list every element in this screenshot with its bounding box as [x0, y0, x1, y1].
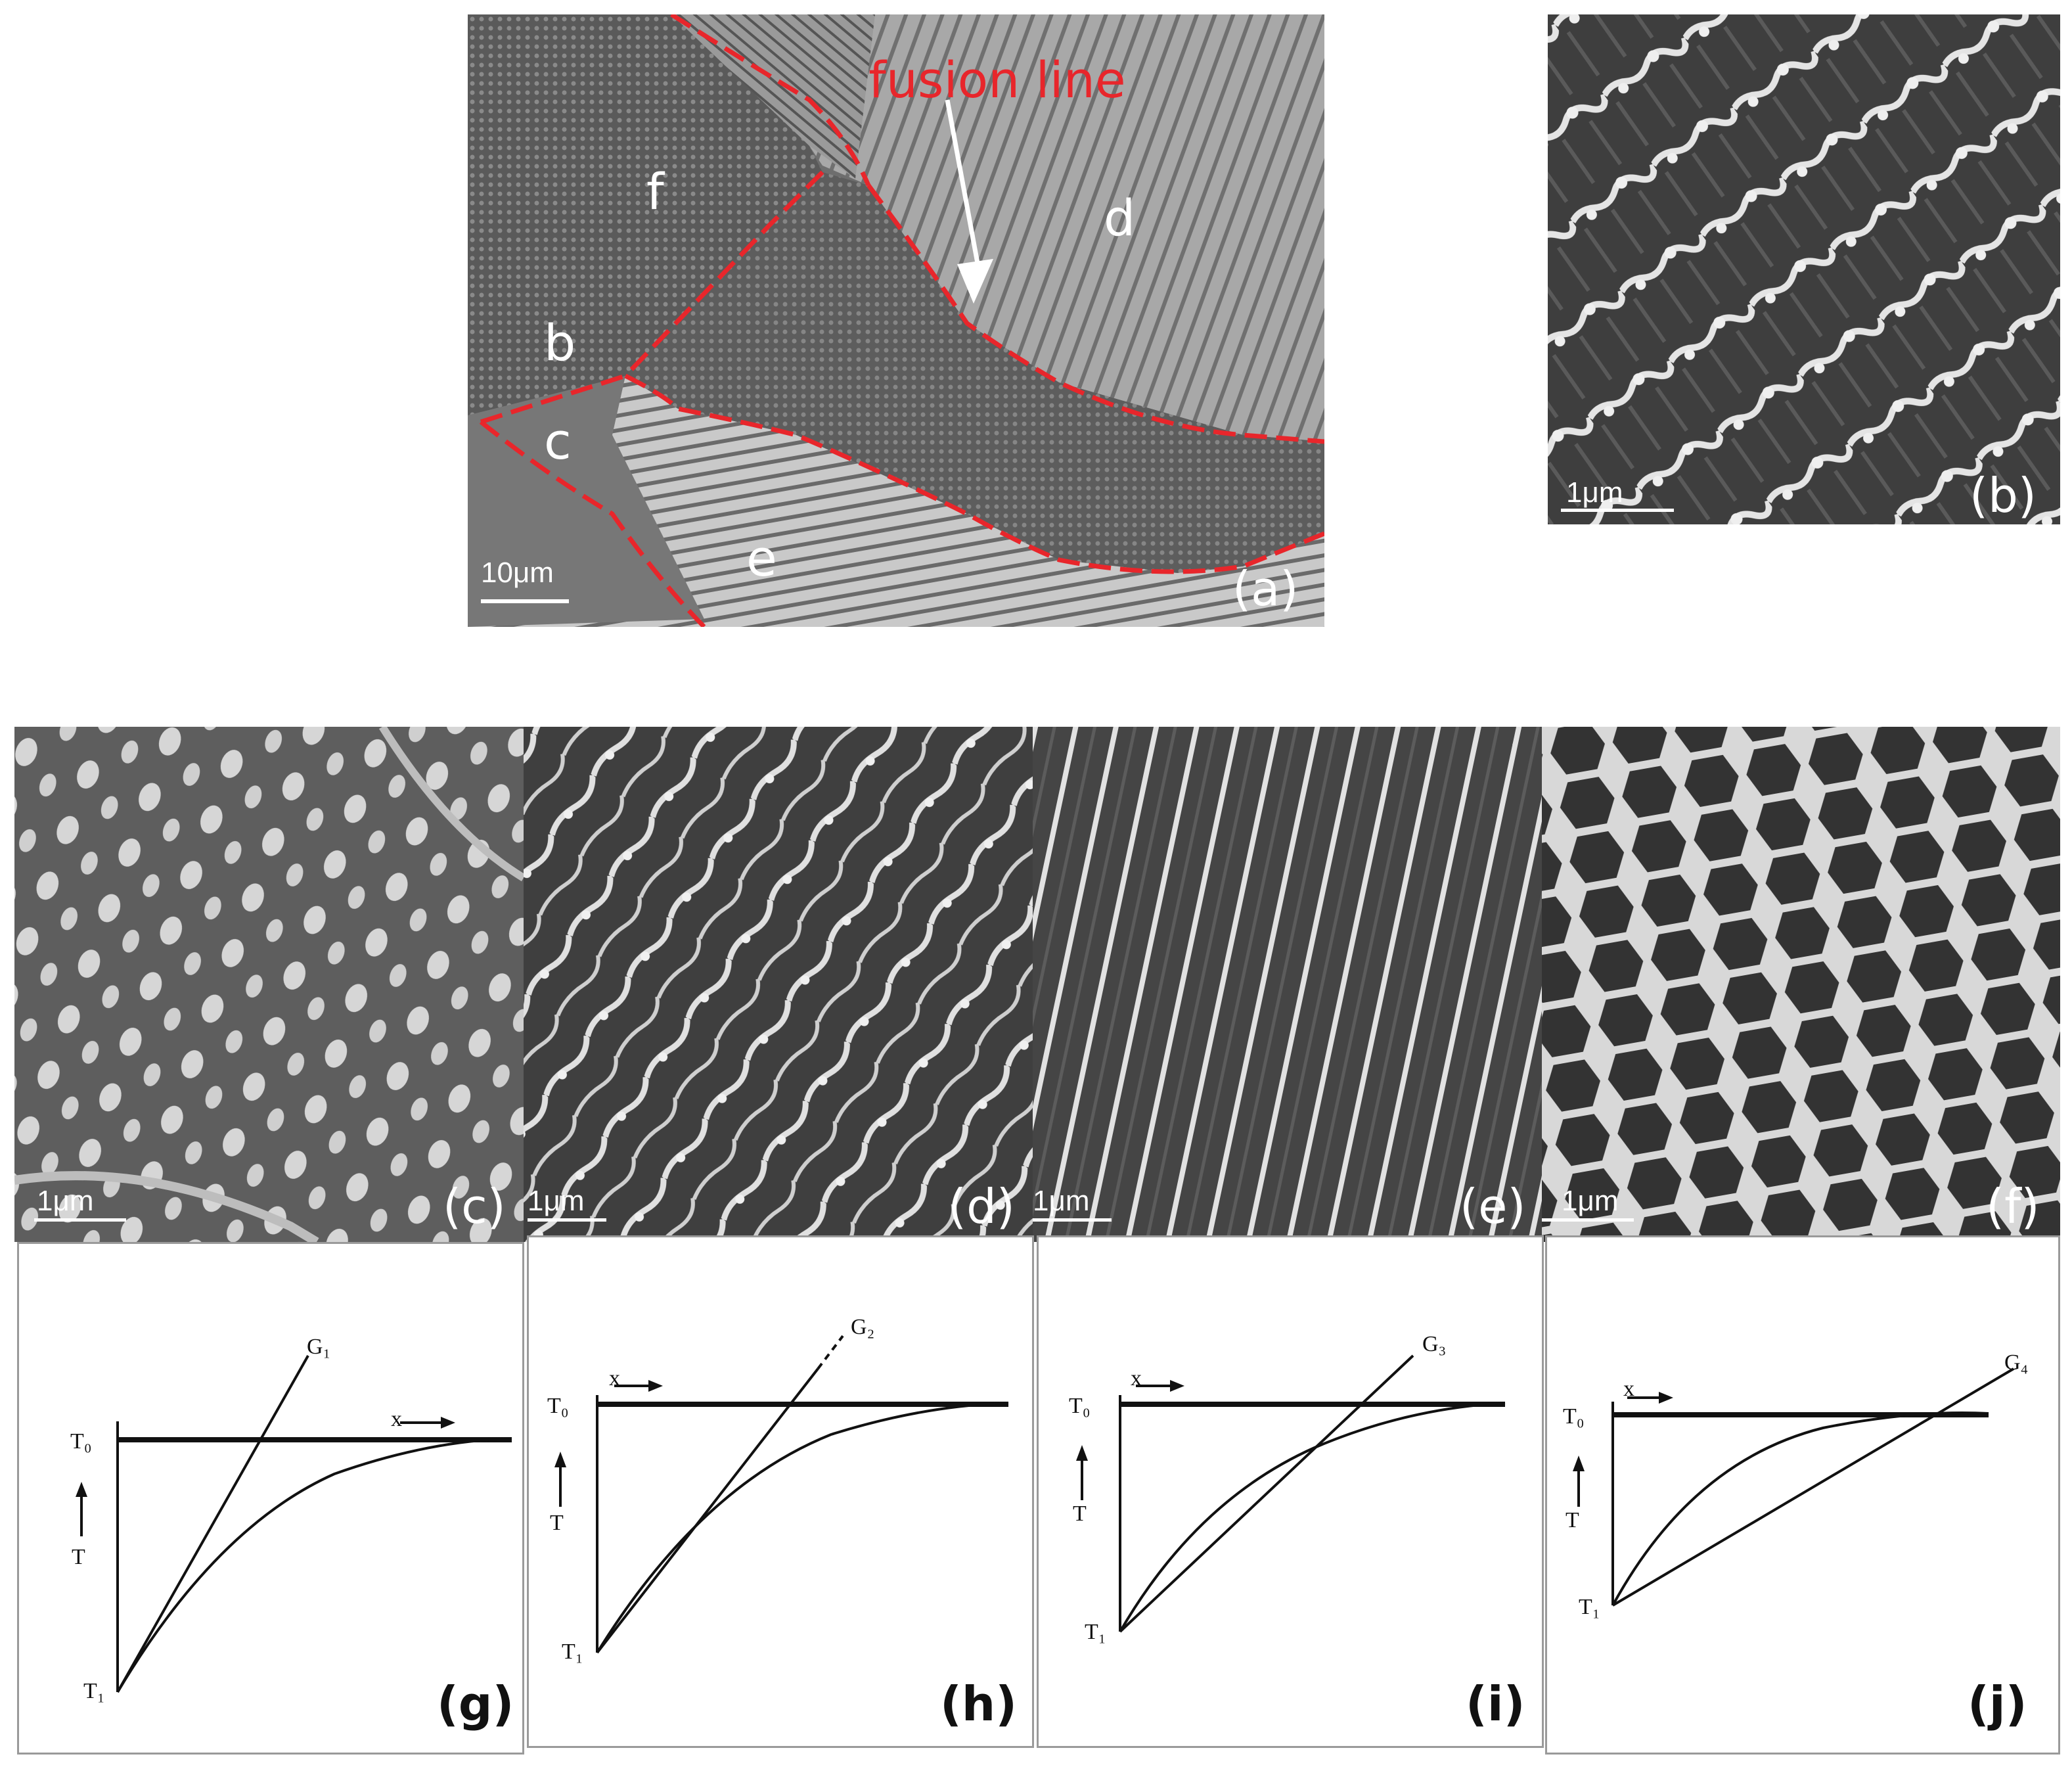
- region-c-label: c: [544, 412, 572, 470]
- panel-label-f: (f): [1986, 1179, 2040, 1234]
- fusion-boundaries: [479, 14, 1324, 627]
- diagram-g: G₁ T₀ T T₁ x (g): [17, 1242, 524, 1755]
- t0-label-j: T₀: [1563, 1404, 1585, 1429]
- x-label-i: x: [1131, 1366, 1142, 1390]
- region-d-label: d: [1104, 189, 1136, 247]
- scale-label-c: 1μm: [37, 1185, 94, 1217]
- micrograph-b: 1μm (b): [1548, 14, 2060, 524]
- diagram-i: G₃ T₀ T T₁ x (i): [1037, 1235, 1544, 1748]
- micrograph-e-texture: [1033, 727, 1542, 1242]
- diagram-i-plot: [1076, 1354, 1506, 1633]
- grad-label-j: G₄: [2004, 1350, 2029, 1375]
- panel-label-j: (j): [1968, 1676, 2027, 1732]
- grad-label-h: G₂: [851, 1315, 875, 1339]
- panel-label-e: (e): [1460, 1179, 1526, 1234]
- region-f-label: f: [646, 162, 664, 221]
- temperature-curve: [1611, 1411, 1989, 1606]
- t1-label-i: T₁: [1085, 1620, 1106, 1644]
- panel-label-c: (c): [443, 1179, 506, 1234]
- x-label-g: x: [391, 1407, 402, 1431]
- t0-label-h: T₀: [547, 1394, 569, 1418]
- micrograph-a: fusion line f b c d e 10μm (a): [468, 14, 1324, 627]
- t-label-g: T: [72, 1545, 85, 1569]
- t0-label-g: T₀: [70, 1429, 92, 1454]
- micrograph-c-texture: [14, 727, 524, 1242]
- panel-label-i: (i): [1466, 1676, 1525, 1732]
- panel-label-a: (a): [1232, 561, 1299, 616]
- scale-label-a: 10μm: [481, 557, 554, 589]
- diagram-j: G₄ T₀ T T₁ x (j): [1545, 1235, 2060, 1755]
- scale-bar-c: [34, 1218, 126, 1222]
- micrograph-f: 1μm (f): [1542, 727, 2060, 1242]
- diagram-h-plot: [554, 1335, 1009, 1654]
- diagram-h: G₂ T₀ T T₁ x (h): [527, 1235, 1034, 1748]
- scale-label-e: 1μm: [1033, 1185, 1090, 1217]
- t-label-h: T: [550, 1511, 564, 1535]
- micrograph-b-texture: [1548, 14, 2060, 524]
- scale-bar-d: [528, 1218, 606, 1222]
- t0-label-i: T₀: [1069, 1394, 1091, 1418]
- t1-label-j: T₁: [1579, 1595, 1600, 1619]
- arrow-icon: [945, 99, 993, 304]
- panel-label-h: (h): [940, 1676, 1018, 1732]
- scale-bar-b: [1561, 509, 1674, 512]
- temperature-curve: [596, 1402, 1009, 1654]
- t1-label-g: T₁: [83, 1679, 105, 1703]
- gradient-line: [116, 1355, 309, 1693]
- scale-bar-a: [481, 599, 569, 603]
- diagram-j-plot: [1573, 1367, 2015, 1607]
- panel-label-g: (g): [437, 1676, 514, 1732]
- x-label-j: x: [1623, 1377, 1634, 1401]
- micrograph-e: 1μm (e): [1033, 727, 1542, 1242]
- micrograph-a-texture: [468, 14, 1324, 627]
- scale-label-b: 1μm: [1566, 476, 1623, 509]
- region-b-label: b: [544, 313, 576, 372]
- gradient-line: [1119, 1354, 1414, 1633]
- scale-bar-e: [1033, 1218, 1112, 1222]
- diagram-g-plot: [76, 1355, 512, 1693]
- panel-label-d: (d): [948, 1179, 1015, 1234]
- region-e-label: e: [746, 529, 777, 587]
- t1-label-h: T₁: [562, 1640, 583, 1664]
- grad-label-i: G₃: [1422, 1332, 1447, 1356]
- x-label-h: x: [609, 1366, 620, 1390]
- micrograph-c: 1μm (c): [14, 727, 524, 1242]
- micrograph-d-texture: [524, 727, 1033, 1242]
- panel-label-b: (b): [1970, 468, 2037, 523]
- micrograph-d: 1μm (d): [524, 727, 1033, 1242]
- temperature-curve: [1119, 1402, 1506, 1633]
- gradient-line: [596, 1367, 819, 1654]
- micrograph-f-texture: [1542, 727, 2060, 1242]
- scale-label-f: 1μm: [1562, 1185, 1619, 1217]
- scale-bar-f: [1542, 1218, 1634, 1222]
- fusion-line-label: fusion line: [868, 51, 1126, 109]
- t-label-j: T: [1565, 1508, 1579, 1532]
- scale-label-d: 1μm: [528, 1185, 585, 1217]
- grad-label-g: G₁: [307, 1335, 331, 1359]
- t-label-i: T: [1073, 1502, 1087, 1526]
- temperature-curve: [116, 1437, 512, 1693]
- gradient-line: [1611, 1367, 2015, 1607]
